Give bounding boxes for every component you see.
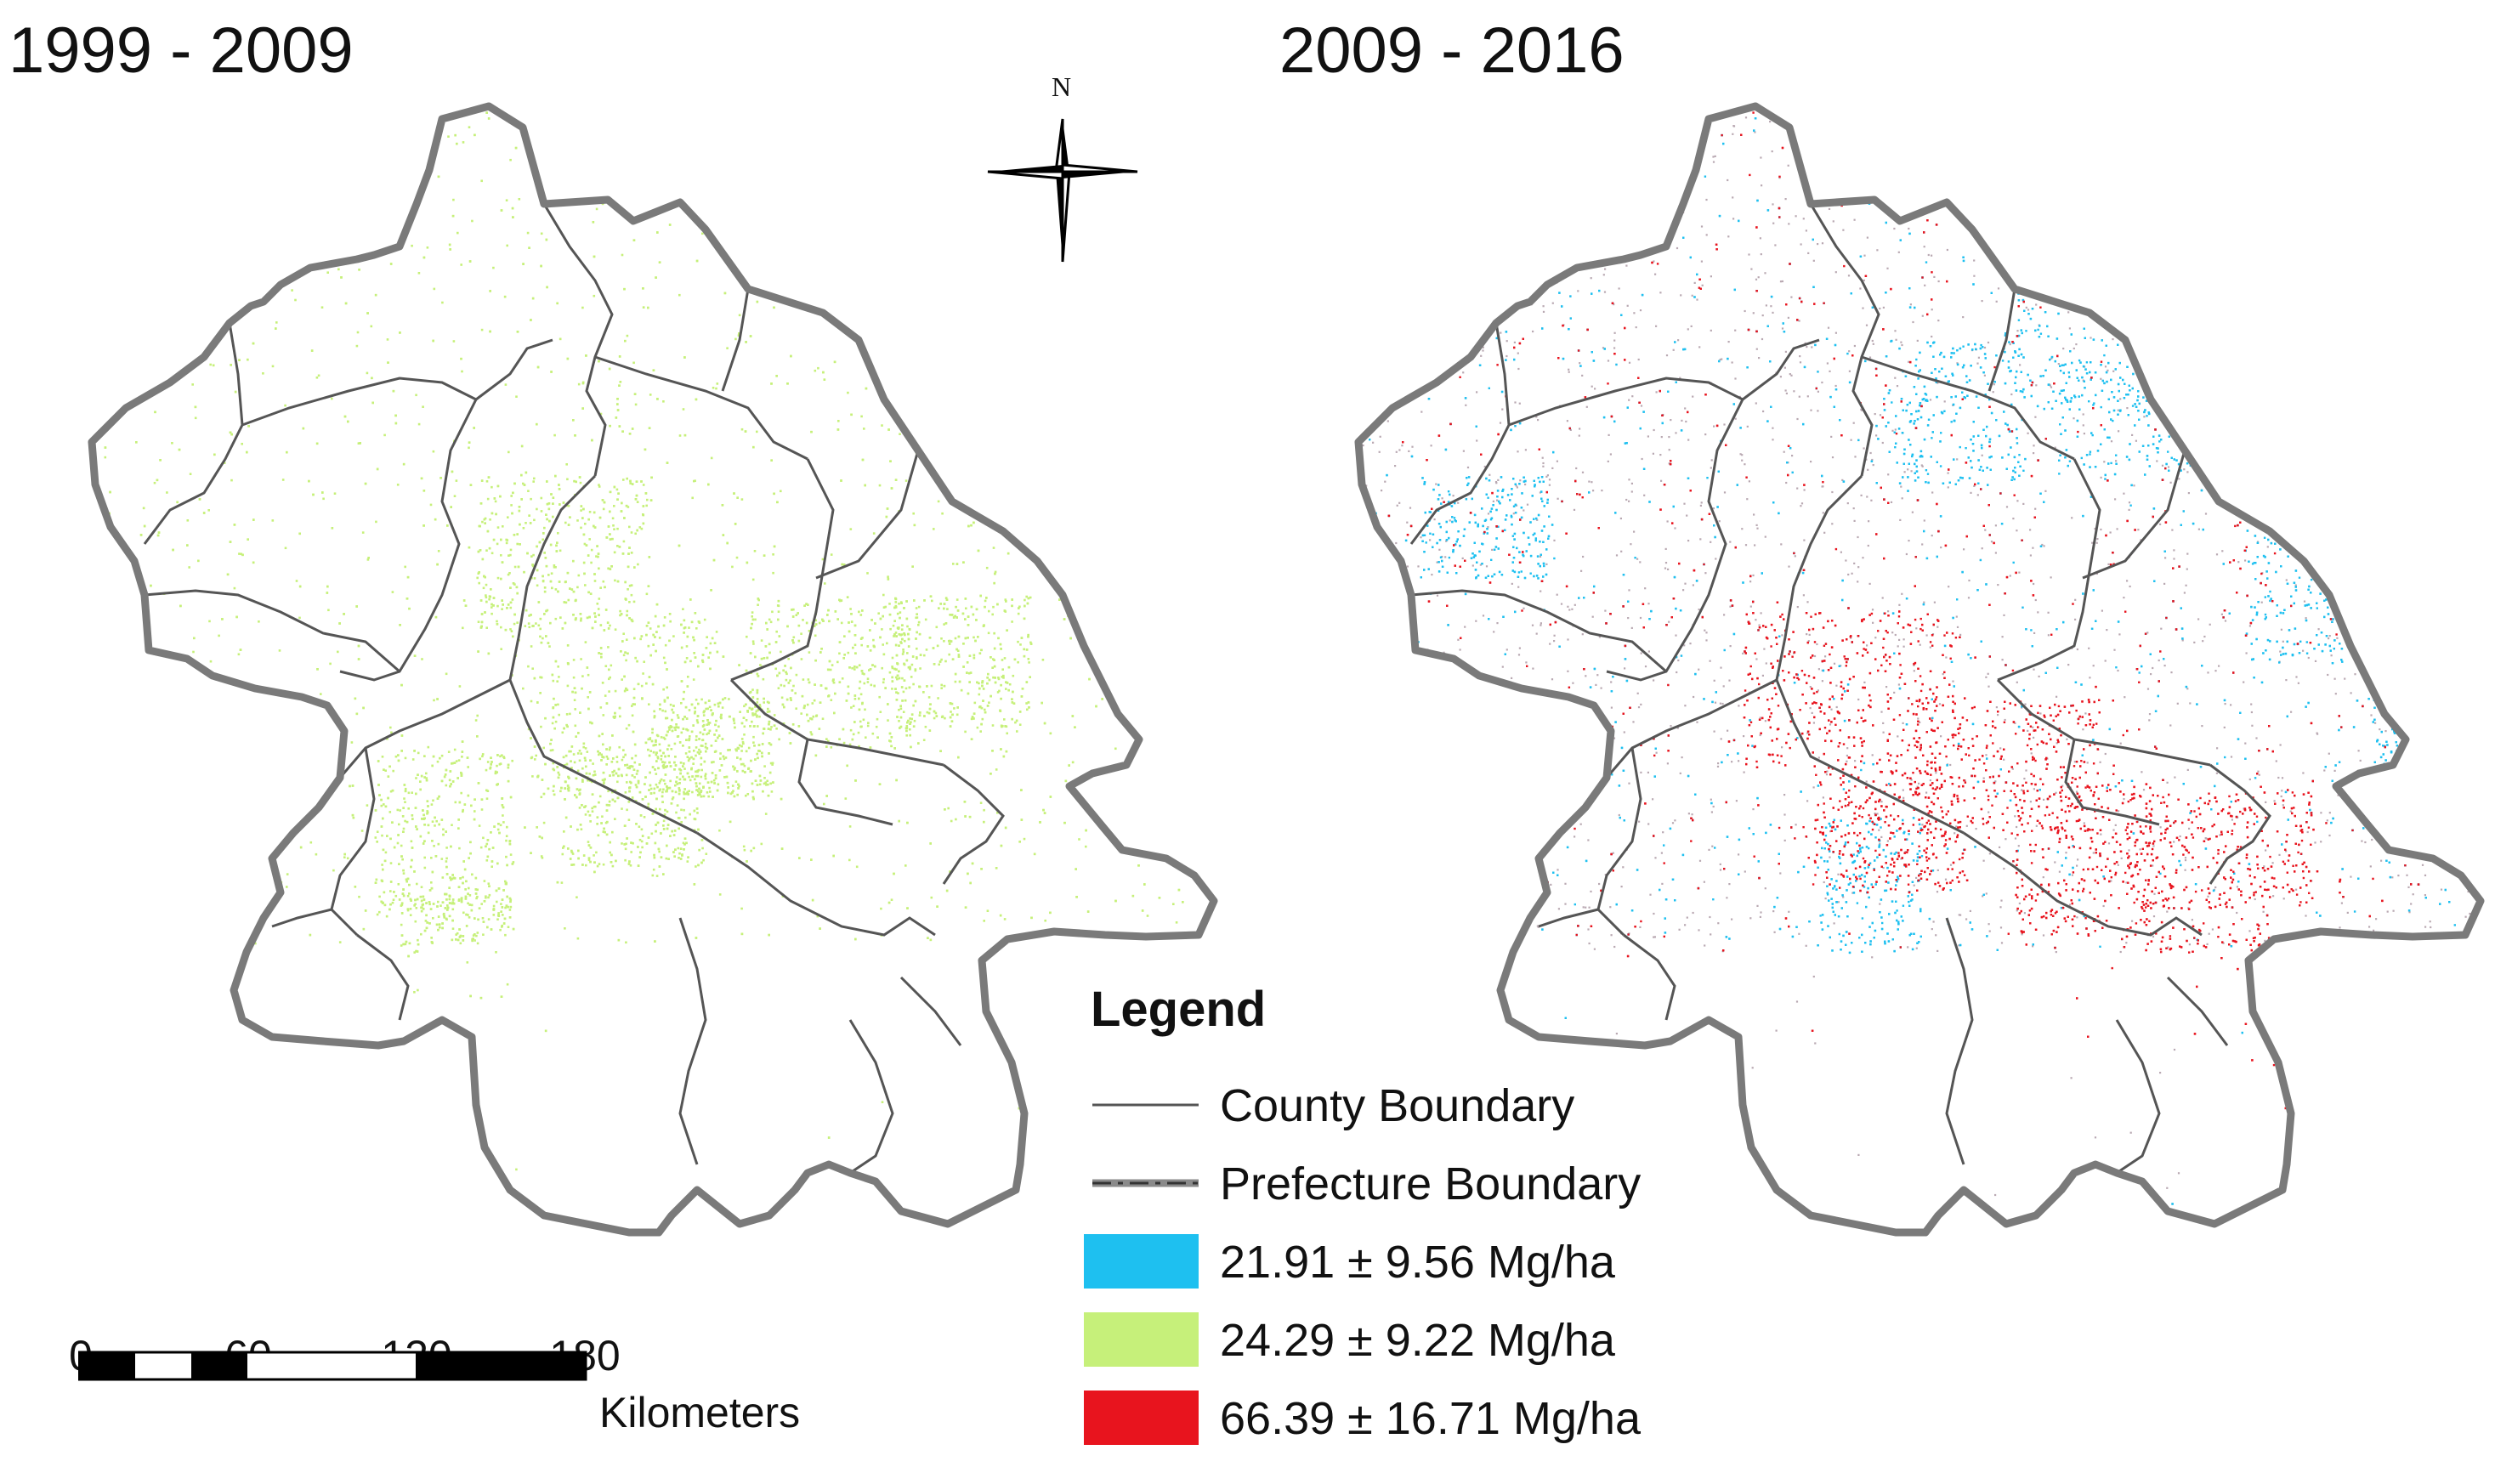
county-line (1538, 908, 1599, 928)
county-line (1605, 678, 1778, 779)
county-line (696, 831, 936, 937)
county-line (475, 338, 553, 401)
color-swatch-green (1084, 1312, 1199, 1367)
north-label: N (1052, 71, 1072, 102)
county-line (2064, 739, 2160, 826)
color-swatch-blue (1084, 1234, 1199, 1289)
county-line (730, 458, 835, 682)
county-boundaries (1409, 203, 2271, 1175)
scale-bar (78, 1351, 587, 1381)
county-boundaries (143, 203, 1005, 1175)
county-line (1861, 355, 2075, 461)
county-line (942, 763, 1005, 885)
county-line (721, 288, 750, 392)
county-line (542, 203, 614, 477)
carbon-pixels-2009-2016 (1360, 111, 2481, 1205)
legend: Legend County Boundary Prefecture Bounda… (1084, 969, 1764, 1445)
county-line (2209, 763, 2271, 885)
prefecture-boundary-swatch (1092, 1179, 1199, 1187)
county-line (1963, 831, 2203, 937)
county-line (899, 976, 962, 1046)
prefecture-outline (1354, 102, 2485, 1237)
county-line (1596, 747, 1642, 937)
county-line (241, 377, 477, 427)
county-line (2082, 450, 2186, 580)
county-line (815, 450, 920, 580)
county-line (1606, 399, 1744, 682)
color-swatch-red (1084, 1391, 1199, 1445)
county-line (1987, 288, 2016, 392)
legend-title: Legend (1091, 982, 1267, 1037)
county-line (1410, 589, 1667, 673)
scale-unit-label: Kilometers (599, 1389, 801, 1436)
compass-rose-icon (987, 118, 1138, 263)
county-line (338, 678, 511, 779)
map-2009-2016 (1354, 102, 2485, 1237)
county-boundary-swatch (1092, 1103, 1199, 1107)
panel-title-2009-2016: 2009 - 2016 (1279, 14, 1625, 87)
county-line (1508, 377, 1744, 427)
county-line (143, 322, 244, 545)
county-line (1997, 458, 2101, 682)
county-line (594, 355, 808, 461)
legend-label: County Boundary (1220, 1080, 1575, 1131)
county-line (1623, 933, 1676, 1021)
county-line (1775, 474, 1965, 835)
map-1999-2009 (88, 102, 1218, 1237)
county-line (1945, 917, 1974, 1165)
county-line (678, 917, 707, 1165)
county-line (797, 739, 893, 826)
legend-label: 66.39 ± 16.71 Mg/ha (1220, 1393, 1641, 1444)
county-line (1409, 322, 1511, 545)
county-line (339, 399, 478, 682)
legend-label: Prefecture Boundary (1220, 1158, 1642, 1209)
county-line (1809, 203, 1880, 477)
legend-label: 21.91 ± 9.56 Mg/ha (1220, 1237, 1615, 1288)
county-line (729, 678, 944, 767)
county-line (144, 589, 400, 673)
county-line (1742, 338, 1820, 401)
county-line (2115, 1019, 2161, 1175)
county-line (271, 908, 332, 928)
prefecture-outline (88, 102, 1218, 1237)
county-line (1996, 678, 2211, 767)
county-line (848, 1019, 894, 1175)
legend-label: 24.29 ± 9.22 Mg/ha (1220, 1315, 1615, 1366)
county-line (330, 747, 376, 937)
county-line (356, 933, 410, 1021)
panel-title-1999-2009: 1999 - 2009 (9, 14, 354, 87)
county-line (2166, 976, 2229, 1046)
carbon-pixels-1999-2009 (104, 111, 1214, 1171)
